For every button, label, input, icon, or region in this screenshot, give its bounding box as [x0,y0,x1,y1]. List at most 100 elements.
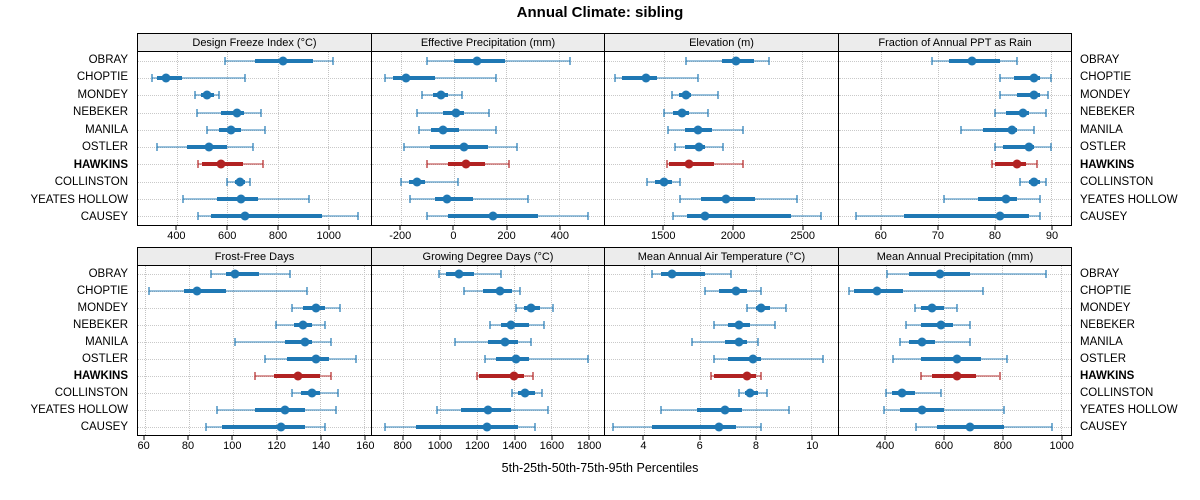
whisker-endcap [233,338,236,347]
whisker-endcap [334,405,337,414]
whisker-endcap [529,338,532,347]
row-gridline [839,199,1071,201]
series-row [372,384,604,401]
station-label: CHOPTIE [76,284,128,297]
median-dot [472,56,482,66]
median-dot [952,371,962,381]
series-row [138,317,371,334]
vertical-gridline [588,266,590,435]
series-row [138,156,371,173]
whisker-endcap [940,388,943,397]
whisker-endcap [418,125,421,134]
median-dot [641,73,651,83]
axis-tick-label: 80 [988,230,1002,242]
bar-25-75 [501,323,530,328]
panel-plot [371,265,605,436]
whisker-endcap [737,388,740,397]
median-dot [461,159,471,169]
whisker-endcap [1016,56,1019,65]
median-dot [935,269,945,279]
median-dot [1029,73,1039,83]
whisker-endcap [384,73,387,82]
axis-tick [320,436,322,440]
whisker-endcap [767,56,770,65]
row-gridline [138,112,371,114]
whisker-endcap [400,177,402,186]
whisker-5-95 [151,76,246,79]
series-row [839,266,1071,283]
whisker-endcap [1038,195,1041,204]
series-row [605,401,838,418]
row-gridline [372,181,604,183]
axis-tick [662,226,664,230]
row-gridline [372,95,604,97]
whisker-endcap [426,56,429,65]
axis-tick [1061,436,1063,440]
bar-25-75 [983,127,1018,132]
series-row [138,87,371,104]
x-axis: 60 80 100 120 140 160 [137,436,375,456]
whisker-endcap [820,212,823,221]
row-gridline [605,112,838,114]
panel-plot [137,51,372,226]
whisker-endcap [244,73,247,82]
row-gridline [372,199,604,201]
axis-tick [506,226,508,230]
series-row [605,351,838,368]
median-dot [1029,90,1039,100]
whisker-endcap [969,321,972,330]
whisker-endcap [587,354,590,363]
whisker-endcap [671,91,674,100]
median-dot [1018,108,1028,118]
bar-25-75 [660,272,706,277]
axis-tick [559,226,561,230]
row-gridline [372,274,604,276]
row-gridline [138,181,371,183]
bar-25-75 [430,145,488,150]
whisker-endcap [511,388,514,397]
series-row [372,121,604,138]
whisker-endcap [690,338,693,347]
series-row [138,401,371,418]
bar-25-75 [687,214,791,219]
whisker-endcap [712,354,715,363]
whisker-endcap [541,388,544,397]
whisker-endcap [716,91,719,100]
median-dot [917,337,927,347]
row-gridline [138,129,371,131]
whisker-endcap [323,422,326,431]
median-dot [748,354,758,364]
series-row [372,156,604,173]
median-dot [967,56,977,66]
median-dot [495,286,505,296]
series-row [372,69,604,86]
bar-25-75 [904,214,1029,219]
whisker-endcap [383,422,386,431]
whisker-endcap [402,143,405,152]
median-dot [298,320,308,330]
whisker-5-95 [385,76,496,79]
whisker-endcap [205,422,208,431]
series-row [605,334,838,351]
bar-25-75 [920,356,981,361]
whisker-endcap [760,371,763,380]
whisker-endcap [155,143,158,152]
station-label: CHOPTIE [1080,284,1132,297]
median-dot [720,405,730,415]
median-dot [659,177,669,187]
median-dot [192,286,202,296]
vertical-gridline [453,52,455,225]
whisker-endcap [741,160,744,169]
whisker-endcap [415,108,418,117]
station-label: COLLINSTON [1080,387,1154,400]
median-dot [756,303,766,313]
median-dot [681,90,691,100]
series-row [839,104,1071,121]
station-label: NEBEKER [73,106,128,119]
whisker-endcap [959,125,962,134]
station-label: OSTLER [1080,353,1127,366]
row-gridline [605,77,838,79]
panel-strip-title: Mean Annual Air Temperature (°C) [637,250,806,263]
median-dot [526,303,536,313]
series-row [839,384,1071,401]
